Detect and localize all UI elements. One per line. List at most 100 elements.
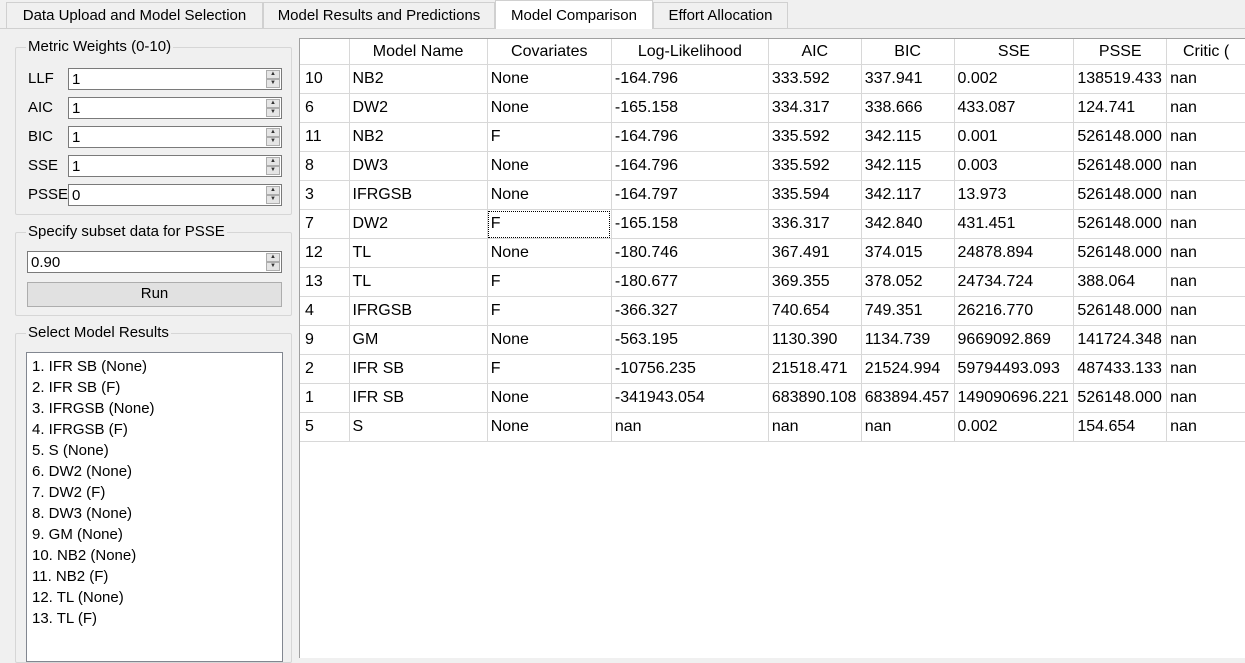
table-cell[interactable]: 335.592: [768, 122, 862, 152]
table-cell[interactable]: DW2: [349, 209, 488, 239]
table-cell[interactable]: 342.115: [861, 122, 955, 152]
list-item[interactable]: 9. GM (None): [32, 526, 123, 543]
table-cell[interactable]: nan: [861, 412, 955, 442]
table-cell[interactable]: 388.064: [1073, 267, 1168, 297]
table-cell[interactable]: nan: [1166, 412, 1245, 442]
list-item[interactable]: 8. DW3 (None): [32, 505, 133, 522]
tab-model-comparison[interactable]: Model Comparison: [495, 0, 653, 29]
table-cell[interactable]: 369.355: [768, 267, 862, 297]
table-row[interactable]: 6 DW2 None -165.158 334.317 338.666 433.087 124…: [300, 93, 1245, 123]
table-cell[interactable]: IFR SB: [349, 383, 488, 413]
table-cell[interactable]: 21524.994: [861, 354, 955, 384]
table-cell[interactable]: 683890.108: [768, 383, 862, 413]
table-cell[interactable]: nan: [1166, 238, 1245, 268]
table-cell[interactable]: nan: [1166, 296, 1245, 326]
table-cell[interactable]: 24734.724: [954, 267, 1075, 297]
table-cell[interactable]: 342.840: [861, 209, 955, 239]
table-cell[interactable]: 21518.471: [768, 354, 862, 384]
table-cell[interactable]: 1130.390: [768, 325, 862, 355]
table-cell[interactable]: -164.797: [611, 180, 769, 210]
table-cell[interactable]: -341943.054: [611, 383, 769, 413]
table-cell[interactable]: NB2: [349, 64, 488, 94]
table-cell[interactable]: 335.592: [768, 151, 862, 181]
table-cell[interactable]: 0.001: [954, 122, 1075, 152]
row-index-cell[interactable]: 7: [300, 209, 350, 239]
list-item[interactable]: 2. IFR SB (F): [32, 379, 121, 396]
table-cell[interactable]: 749.351: [861, 296, 955, 326]
table-cell[interactable]: 526148.000: [1073, 238, 1168, 268]
spin-down-icon[interactable]: ▼: [266, 79, 280, 88]
table-cell[interactable]: 59794493.093: [954, 354, 1075, 384]
table-cell[interactable]: TL: [349, 267, 488, 297]
table-cell[interactable]: -165.158: [611, 93, 769, 123]
list-item[interactable]: 6. DW2 (None): [32, 463, 133, 480]
list-item[interactable]: 13. TL (F): [32, 610, 98, 627]
table-row[interactable]: 13 TL F -180.677 369.355 378.052 24734.724 388.…: [300, 267, 1245, 297]
table-cell[interactable]: nan: [1166, 64, 1245, 94]
spin-up-icon[interactable]: ▲: [266, 70, 280, 79]
table-cell[interactable]: 0.002: [954, 412, 1075, 442]
row-index-cell[interactable]: 5: [300, 412, 350, 442]
table-cell[interactable]: 138519.433: [1073, 64, 1168, 94]
table-cell[interactable]: 740.654: [768, 296, 862, 326]
table-cell[interactable]: 337.941: [861, 64, 955, 94]
run-button[interactable]: Run: [27, 282, 282, 307]
table-cell[interactable]: nan: [1166, 383, 1245, 413]
table-cell[interactable]: nan: [1166, 209, 1245, 239]
table-cell[interactable]: -164.796: [611, 151, 769, 181]
table-cell[interactable]: nan: [1166, 122, 1245, 152]
table-row[interactable]: 5 S None nan nan nan 0.002 154.654 nan: [300, 412, 1245, 442]
list-item[interactable]: 4. IFRGSB (F): [32, 421, 128, 438]
table-cell[interactable]: 338.666: [861, 93, 955, 123]
row-index-cell[interactable]: 11: [300, 122, 350, 152]
table-cell[interactable]: 342.115: [861, 151, 955, 181]
tab-data-upload[interactable]: Data Upload and Model Selection: [6, 2, 263, 28]
spin-down-icon[interactable]: ▼: [266, 166, 280, 175]
table-cell[interactable]: NB2: [349, 122, 488, 152]
table-cell[interactable]: 487433.133: [1073, 354, 1168, 384]
table-row[interactable]: 7 DW2 F -165.158 336.317 342.840 431.451 526148…: [300, 209, 1245, 239]
spin-up-icon[interactable]: ▲: [266, 157, 280, 166]
critic-header[interactable]: Critic (: [1166, 39, 1245, 65]
spin-up-icon[interactable]: ▲: [266, 253, 280, 262]
table-cell[interactable]: nan: [1166, 93, 1245, 123]
table-cell[interactable]: IFR SB: [349, 354, 488, 384]
table-cell[interactable]: 526148.000: [1073, 383, 1168, 413]
table-cell[interactable]: nan: [1166, 151, 1245, 181]
table-cell[interactable]: 336.317: [768, 209, 862, 239]
table-cell[interactable]: nan: [1166, 180, 1245, 210]
model-name-header[interactable]: Model Name: [349, 39, 488, 65]
table-cell[interactable]: 335.594: [768, 180, 862, 210]
row-index-cell[interactable]: 4: [300, 296, 350, 326]
table-cell[interactable]: F: [487, 267, 612, 297]
table-cell[interactable]: 334.317: [768, 93, 862, 123]
table-cell[interactable]: F: [487, 296, 612, 326]
table-cell[interactable]: 9669092.869: [954, 325, 1075, 355]
table-cell[interactable]: F: [487, 209, 612, 239]
tab-model-results[interactable]: Model Results and Predictions: [263, 2, 495, 28]
table-cell[interactable]: None: [487, 151, 612, 181]
table-cell[interactable]: 378.052: [861, 267, 955, 297]
list-item[interactable]: 10. NB2 (None): [32, 547, 137, 564]
table-cell[interactable]: DW3: [349, 151, 488, 181]
list-item[interactable]: 12. TL (None): [32, 589, 124, 606]
table-cell[interactable]: 374.015: [861, 238, 955, 268]
row-index-cell[interactable]: 3: [300, 180, 350, 210]
aic-header[interactable]: AIC: [768, 39, 862, 65]
table-cell[interactable]: None: [487, 325, 612, 355]
table-cell[interactable]: 149090696.221: [954, 383, 1075, 413]
row-index-cell[interactable]: 6: [300, 93, 350, 123]
row-index-cell[interactable]: 1: [300, 383, 350, 413]
table-row[interactable]: 1 IFR SB None -341943.054 683890.108 683894.4…: [300, 383, 1245, 413]
table-cell[interactable]: -180.677: [611, 267, 769, 297]
table-cell[interactable]: 333.592: [768, 64, 862, 94]
table-cell[interactable]: 124.741: [1073, 93, 1168, 123]
list-item[interactable]: 11. NB2 (F): [32, 568, 109, 585]
table-cell[interactable]: -164.796: [611, 64, 769, 94]
row-index-cell[interactable]: 2: [300, 354, 350, 384]
table-cell[interactable]: F: [487, 354, 612, 384]
table-cell[interactable]: 1134.739: [861, 325, 955, 355]
table-cell[interactable]: 526148.000: [1073, 209, 1168, 239]
list-item[interactable]: 1. IFR SB (None): [32, 358, 148, 375]
table-cell[interactable]: None: [487, 383, 612, 413]
